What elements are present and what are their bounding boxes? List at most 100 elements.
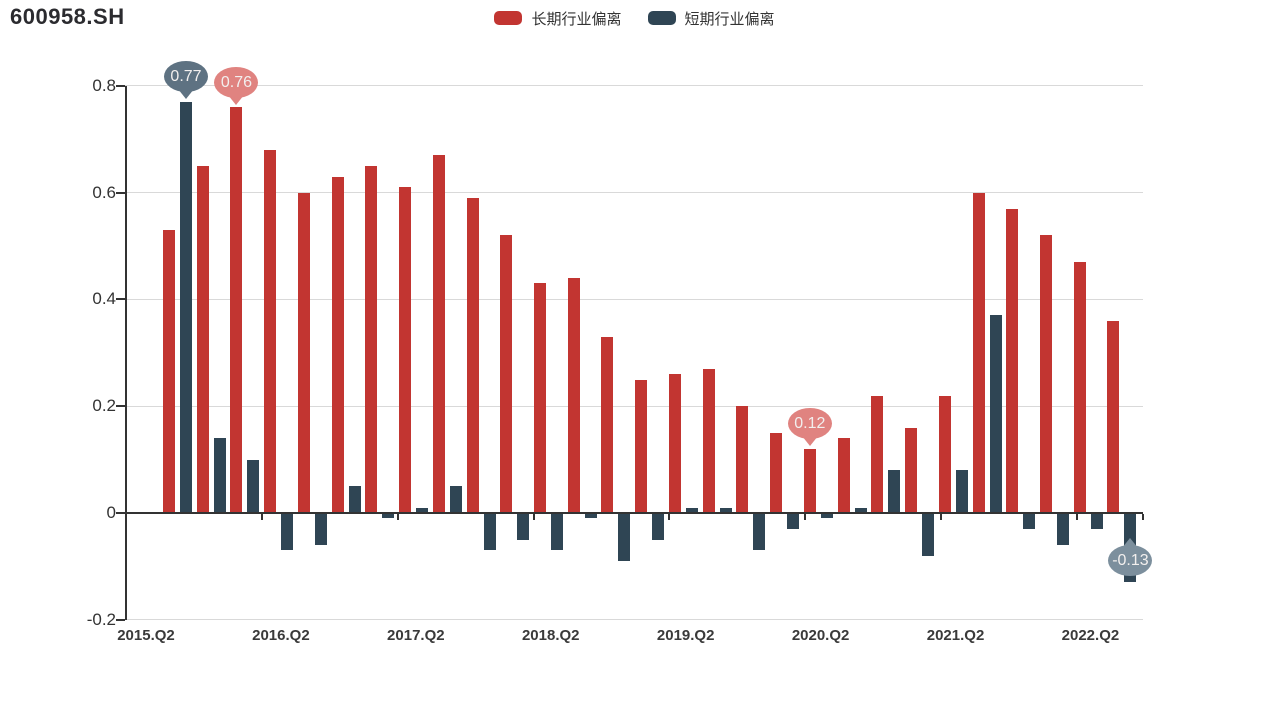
x-axis-tick	[804, 514, 806, 520]
bar-short-2017.Q2[interactable]	[449, 486, 462, 513]
markpoint-tip	[1122, 537, 1139, 548]
bar-short-2020.Q1[interactable]	[820, 513, 833, 519]
bar-short-2017.Q4[interactable]	[517, 513, 530, 540]
bar-long-2019.Q4[interactable]	[770, 432, 783, 513]
bar-short-2019.Q2[interactable]	[719, 507, 732, 513]
x-axis-tick	[1142, 514, 1144, 520]
bar-short-2021.Q4[interactable]	[1056, 513, 1069, 546]
bar-short-2021.Q2[interactable]	[989, 315, 1002, 513]
x-axis-label: 2015.Q2	[117, 627, 175, 644]
bar-short-2021.Q1[interactable]	[955, 470, 968, 513]
x-axis-tick	[261, 514, 263, 520]
y-axis-tick	[116, 191, 125, 194]
gridline	[125, 192, 1143, 194]
legend-label-long-term: 长期行业偏离	[531, 10, 622, 28]
y-axis-label: 0.2	[92, 396, 116, 416]
bar-short-2019.Q1[interactable]	[685, 507, 698, 513]
gridline	[125, 298, 1143, 300]
markpoint-0.76: 0.76	[214, 66, 259, 98]
bar-long-2017.Q3[interactable]	[466, 197, 479, 513]
bar-long-2018.Q3[interactable]	[601, 336, 614, 513]
bar-short-2018.Q2[interactable]	[584, 513, 597, 519]
bar-long-2020.Q2[interactable]	[837, 438, 850, 513]
bar-short-2015.Q2[interactable]	[180, 101, 192, 513]
bar-long-2020.Q3[interactable]	[871, 395, 884, 513]
x-axis-label: 2021.Q2	[926, 627, 985, 644]
bar-long-2016.Q4[interactable]	[365, 165, 378, 513]
markpoint-tip	[228, 94, 245, 105]
legend-label-short-term: 短期行业偏离	[684, 10, 775, 28]
gridline	[125, 405, 1143, 407]
bar-long-2018.Q1[interactable]	[534, 283, 547, 513]
y-axis-label: 0	[106, 503, 116, 522]
markpoint-0.77: 0.77	[164, 61, 208, 93]
gridline	[125, 85, 1143, 87]
markpoint-tip	[178, 89, 194, 100]
bar-short-2017.Q1[interactable]	[416, 507, 429, 513]
x-axis-label: 2019.Q2	[656, 627, 715, 644]
bar-short-2021.Q3[interactable]	[1023, 513, 1036, 530]
x-axis-tick	[668, 514, 670, 520]
y-axis-label: 0.6	[92, 182, 116, 202]
legend-swatch-short-term	[647, 11, 676, 25]
bar-short-2016.Q2[interactable]	[314, 513, 327, 546]
x-axis-label: 2016.Q2	[252, 627, 310, 644]
y-axis-line	[125, 85, 127, 620]
bar-long-2016.Q3[interactable]	[331, 176, 344, 513]
y-axis-label: -0.2	[86, 609, 116, 629]
bar-short-2019.Q4[interactable]	[787, 513, 800, 530]
bar-long-2019.Q3[interactable]	[736, 406, 749, 513]
bar-long-2021.Q2[interactable]	[972, 192, 985, 513]
bar-short-2019.Q3[interactable]	[753, 513, 766, 551]
bar-short-2020.Q4[interactable]	[922, 513, 935, 556]
bar-long-2022.Q1[interactable]	[1073, 262, 1086, 513]
markpoint--0.13: -0.13	[1108, 544, 1153, 576]
bar-short-2020.Q3[interactable]	[888, 470, 901, 513]
bar-long-2019.Q2[interactable]	[702, 368, 715, 513]
y-axis-tick	[116, 512, 125, 514]
bar-short-2016.Q3[interactable]	[348, 486, 361, 513]
x-axis-label: 2018.Q2	[521, 627, 580, 644]
bar-long-2018.Q4[interactable]	[635, 379, 648, 513]
bar-short-2022.Q1[interactable]	[1090, 513, 1103, 530]
bar-short-2018.Q4[interactable]	[652, 513, 665, 540]
bar-short-2018.Q1[interactable]	[551, 513, 564, 551]
bar-short-2015.Q3[interactable]	[213, 438, 226, 513]
bar-long-2020.Q4[interactable]	[905, 427, 918, 513]
bar-long-2017.Q2[interactable]	[432, 155, 445, 513]
bar-long-2015.Q4[interactable]	[230, 107, 243, 513]
bar-short-2016.Q4[interactable]	[382, 513, 395, 519]
bar-short-2016.Q1[interactable]	[281, 513, 294, 551]
bar-long-2020.Q1[interactable]	[803, 448, 816, 513]
bar-long-2016.Q2[interactable]	[297, 192, 310, 513]
x-axis-line	[125, 512, 1143, 514]
bar-long-2016.Q1[interactable]	[264, 149, 277, 513]
x-axis-label: 2022.Q2	[1061, 627, 1120, 644]
bar-long-2017.Q4[interactable]	[500, 235, 513, 513]
legend-item-short-term[interactable]: 短期行业偏离	[647, 8, 775, 29]
bar-long-2021.Q1[interactable]	[938, 395, 951, 513]
legend-item-long-term[interactable]: 长期行业偏离	[494, 8, 622, 29]
x-axis-tick	[397, 514, 399, 520]
bar-long-2015.Q3[interactable]	[196, 165, 209, 513]
y-axis-tick	[116, 405, 125, 408]
bar-short-2015.Q4[interactable]	[247, 459, 260, 513]
bar-long-2015.Q2[interactable]	[163, 229, 175, 513]
bar-long-2018.Q2[interactable]	[567, 278, 580, 513]
bar-long-2017.Q1[interactable]	[399, 187, 412, 513]
y-axis-tick	[116, 298, 125, 301]
markpoint-tip	[801, 436, 818, 447]
legend: 长期行业偏离 短期行业偏离	[0, 8, 1269, 28]
bar-long-2021.Q4[interactable]	[1039, 235, 1052, 513]
legend-swatch-long-term	[494, 11, 523, 25]
bar-long-2019.Q1[interactable]	[668, 374, 681, 513]
bar-short-2017.Q3[interactable]	[483, 513, 496, 551]
x-axis-tick	[533, 514, 535, 520]
y-axis-label: 0.4	[92, 289, 116, 309]
bar-long-2021.Q3[interactable]	[1006, 208, 1019, 513]
bar-long-2022.Q2[interactable]	[1107, 320, 1120, 513]
bar-short-2018.Q3[interactable]	[618, 513, 631, 562]
bar-short-2020.Q2[interactable]	[854, 507, 867, 513]
